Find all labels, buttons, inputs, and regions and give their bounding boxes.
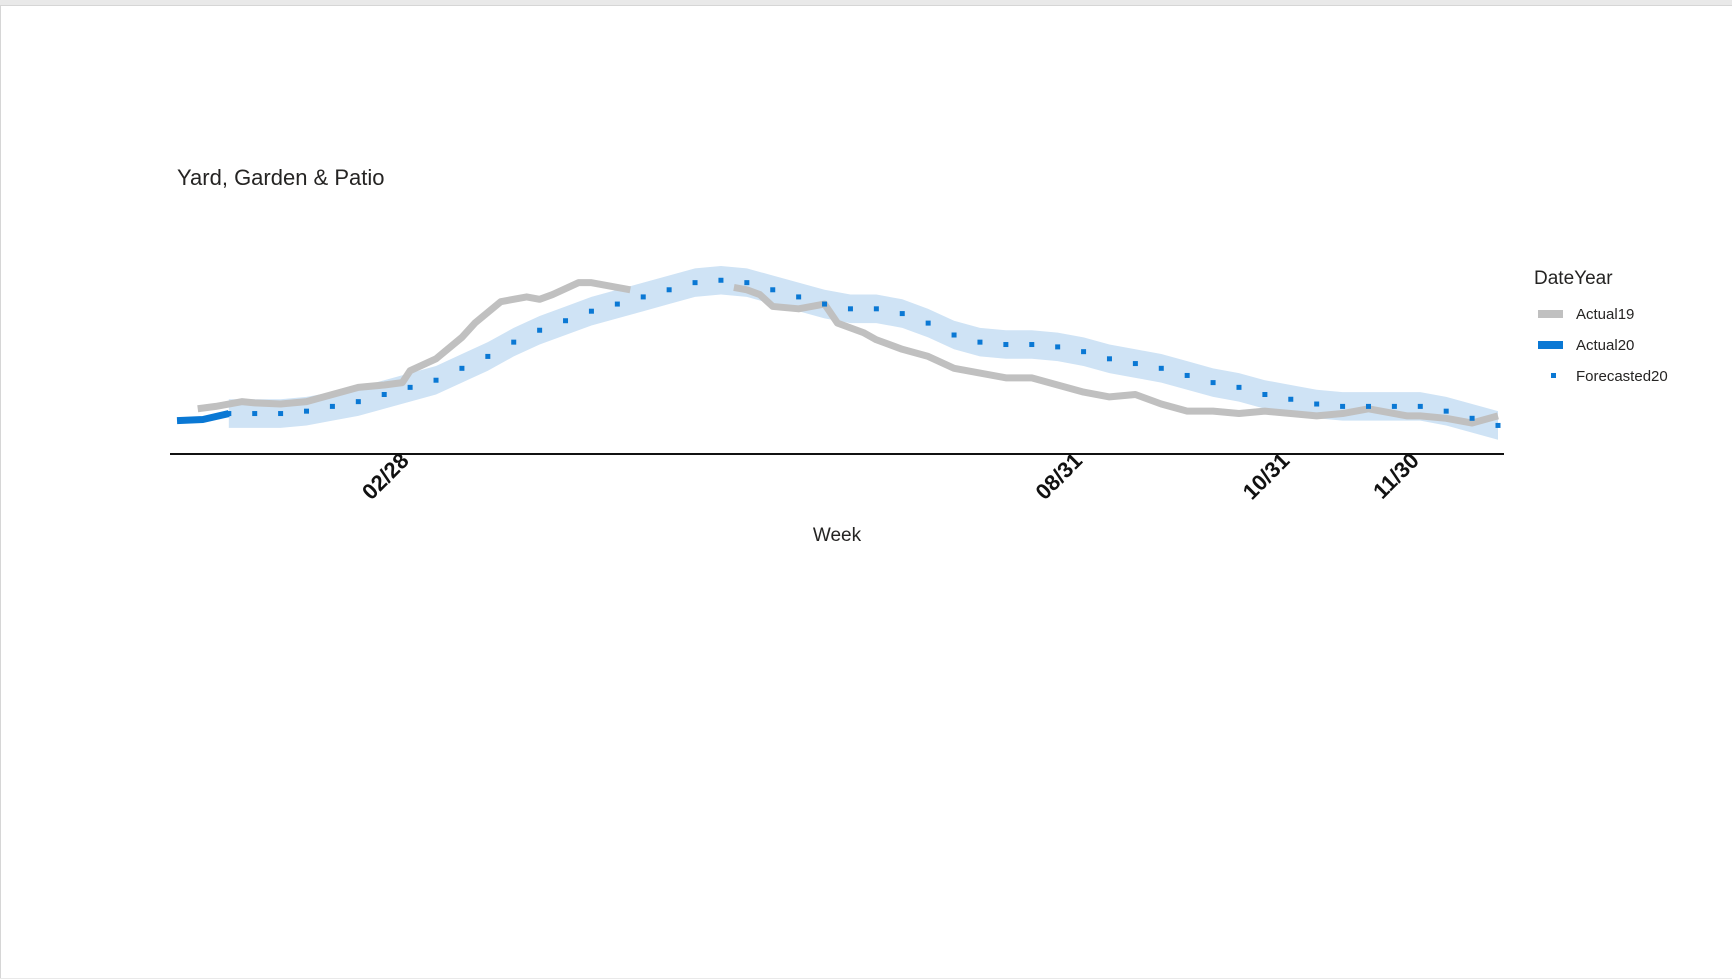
forecast-point — [252, 411, 258, 417]
forecast-point — [873, 306, 879, 312]
forecast-point — [407, 384, 413, 390]
legend-swatch-actual20 — [1538, 341, 1563, 349]
report-canvas: Yard, Garden & Patio 02/28 08/31 10/31 11/3… — [0, 5, 1732, 978]
forecast-point — [226, 411, 232, 417]
forecast-point — [459, 365, 465, 371]
forecast-point — [1210, 380, 1216, 386]
forecast-point — [822, 301, 828, 307]
forecast-point — [1055, 344, 1061, 350]
forecast-point — [692, 280, 698, 286]
forecast-point — [847, 306, 853, 312]
forecast-point — [304, 408, 310, 414]
forecast-point — [563, 318, 569, 324]
forecast-point — [1029, 342, 1035, 348]
forecast-point — [925, 320, 931, 326]
forecast-point — [1443, 408, 1449, 414]
forecast-point — [1262, 392, 1268, 397]
forecast-point — [485, 353, 491, 359]
forecast-point — [1288, 396, 1294, 402]
forecast-point — [1417, 403, 1423, 409]
forecast-point — [1158, 365, 1164, 371]
x-axis-ticks: 02/28 08/31 10/31 11/30 — [357, 448, 1424, 505]
forecast-point — [1081, 349, 1087, 355]
plot-area — [176, 265, 1501, 440]
legend-title: DateYear — [1534, 268, 1613, 289]
forecast-point — [899, 311, 905, 317]
forecast-point — [1106, 356, 1112, 362]
series-actual20-line — [176, 410, 230, 425]
legend-label-actual20: Actual20 — [1576, 337, 1634, 354]
forecast-point — [1469, 415, 1475, 421]
legend-label-forecasted20: Forecasted20 — [1576, 368, 1668, 385]
chart-title: Yard, Garden & Patio — [177, 165, 385, 190]
forecast-point — [951, 332, 957, 338]
forecast-point — [1003, 342, 1009, 348]
legend: DateYear Actual19 Actual20 Forecasted20 — [1534, 268, 1668, 385]
forecast-point — [1132, 361, 1138, 367]
x-tick-label: 10/31 — [1238, 448, 1295, 505]
forecast-point — [511, 339, 517, 345]
forecast-point — [278, 411, 284, 417]
forecast-point — [744, 280, 750, 286]
x-tick-label: 08/31 — [1030, 448, 1087, 505]
series-actual19-line-2 — [733, 283, 1499, 427]
forecast-point — [1391, 403, 1397, 409]
series-actual19-line-1 — [197, 279, 631, 413]
forecast-point — [537, 327, 543, 333]
x-tick-label: 02/28 — [357, 448, 414, 505]
forecast-point — [1184, 372, 1190, 378]
forecast-point — [1340, 403, 1346, 409]
forecast-point — [666, 287, 672, 293]
forecast-point — [355, 399, 361, 405]
forecast-point — [433, 377, 439, 383]
legend-swatch-forecasted20 — [1551, 373, 1556, 378]
forecast-point — [718, 277, 724, 283]
forecast-point — [1495, 422, 1501, 428]
forecast-point — [329, 403, 335, 409]
forecast-point — [1365, 403, 1371, 409]
forecast-point — [614, 301, 620, 307]
legend-label-actual19: Actual19 — [1576, 306, 1634, 323]
legend-swatch-actual19 — [1538, 310, 1563, 318]
forecast-point — [381, 392, 387, 397]
forecast-point — [640, 294, 646, 300]
line-chart: Yard, Garden & Patio 02/28 08/31 10/31 11/3… — [170, 165, 1668, 546]
x-axis-title: Week — [813, 525, 862, 546]
forecast-point — [977, 339, 983, 345]
forecast-point — [1314, 401, 1320, 407]
forecast-point — [1236, 384, 1242, 390]
forecast-point — [796, 294, 802, 300]
x-tick-label: 11/30 — [1368, 448, 1424, 504]
forecast-point — [588, 308, 594, 314]
forecast-point — [770, 287, 776, 293]
forecast-confidence-band — [228, 265, 1498, 440]
